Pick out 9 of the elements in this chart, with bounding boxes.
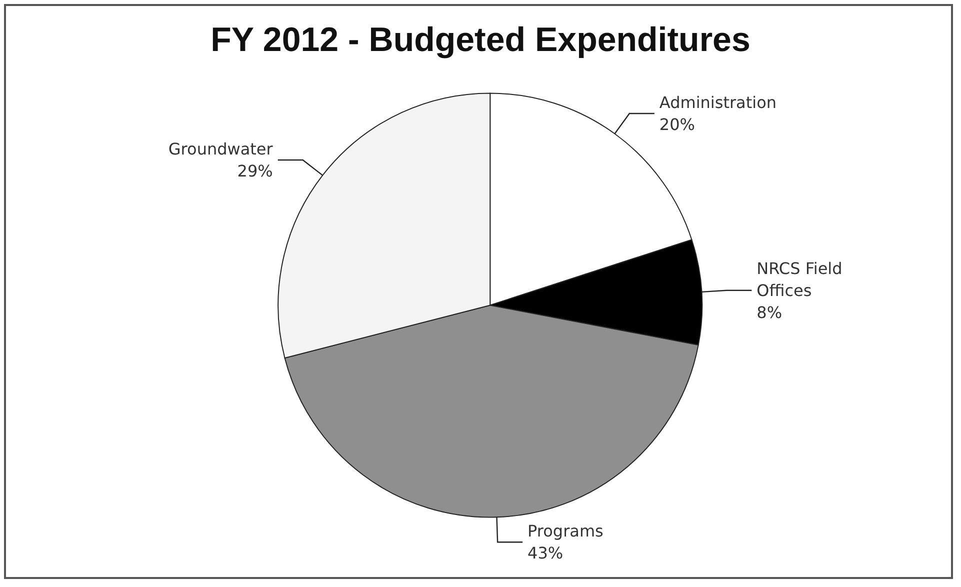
data-label: 29%	[237, 161, 273, 180]
data-label: 43%	[528, 544, 564, 563]
slice-label: Programs	[528, 522, 604, 541]
slice-label: NRCS Field Offices	[756, 258, 848, 300]
data-label: 20%	[659, 115, 695, 134]
data-label: 8%	[756, 302, 782, 322]
slice-label: Groundwater	[168, 139, 274, 158]
chart-title: FY 2012 - Budgeted Expenditures	[210, 21, 750, 59]
slice-label: Administration	[659, 93, 776, 112]
